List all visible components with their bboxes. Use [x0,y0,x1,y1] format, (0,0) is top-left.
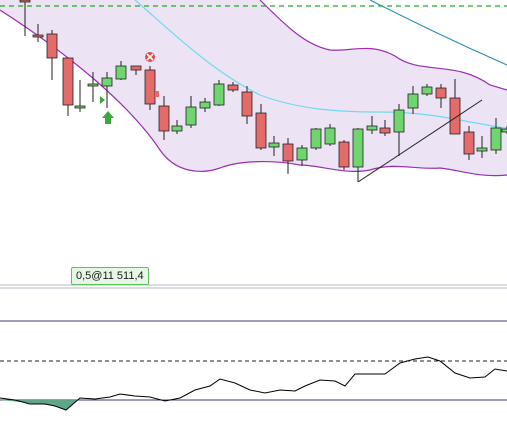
candle-down [241,91,253,117]
candle-down [379,127,391,134]
candle-up [213,83,225,106]
candle-up [366,125,378,131]
candle-down [463,131,475,155]
candle-up [310,128,322,149]
price-tooltip-label: 0,5@11 511,4 [71,267,149,285]
moving-average-line [134,0,507,129]
candle-up [74,105,86,109]
candle-up [501,128,507,133]
candle-up [352,128,364,168]
candle-up [393,109,405,133]
candle-down [435,87,447,99]
candle-up [407,93,419,109]
candle-up [199,101,211,109]
candle-down [19,0,31,3]
candle-down [255,112,267,149]
oscillator-line [0,356,507,411]
trend-line[interactable] [357,99,483,183]
candle-down [449,97,461,135]
candle-up [476,147,488,152]
moving-average-long-line [369,0,507,66]
candle-up [324,127,336,145]
small-square-marker-icon [155,91,159,97]
bollinger-lower-line [0,9,507,177]
candle-up [171,125,183,132]
candle-up [87,83,99,87]
candle-up [115,65,127,80]
candle-up [490,127,502,151]
candle-down [46,33,58,59]
small-triangle-marker-icon [100,96,105,104]
candle-down [62,57,74,106]
candle-down [338,141,350,168]
buy-arrow-icon [102,111,114,124]
candle-down [282,143,294,162]
candle-down [130,65,142,71]
candle-up [268,142,280,148]
sell-cross-icon [145,52,155,62]
candle-down [144,69,156,105]
candle-down [158,105,170,132]
candle-up [296,147,308,161]
candle-down [32,34,44,38]
candle-up [421,86,433,95]
candle-down [227,84,239,91]
candlestick-series [19,0,507,182]
candle-up [101,77,113,87]
candle-up [185,106,197,126]
bollinger-upper-line [259,0,507,91]
oscillator-fill [0,400,78,410]
